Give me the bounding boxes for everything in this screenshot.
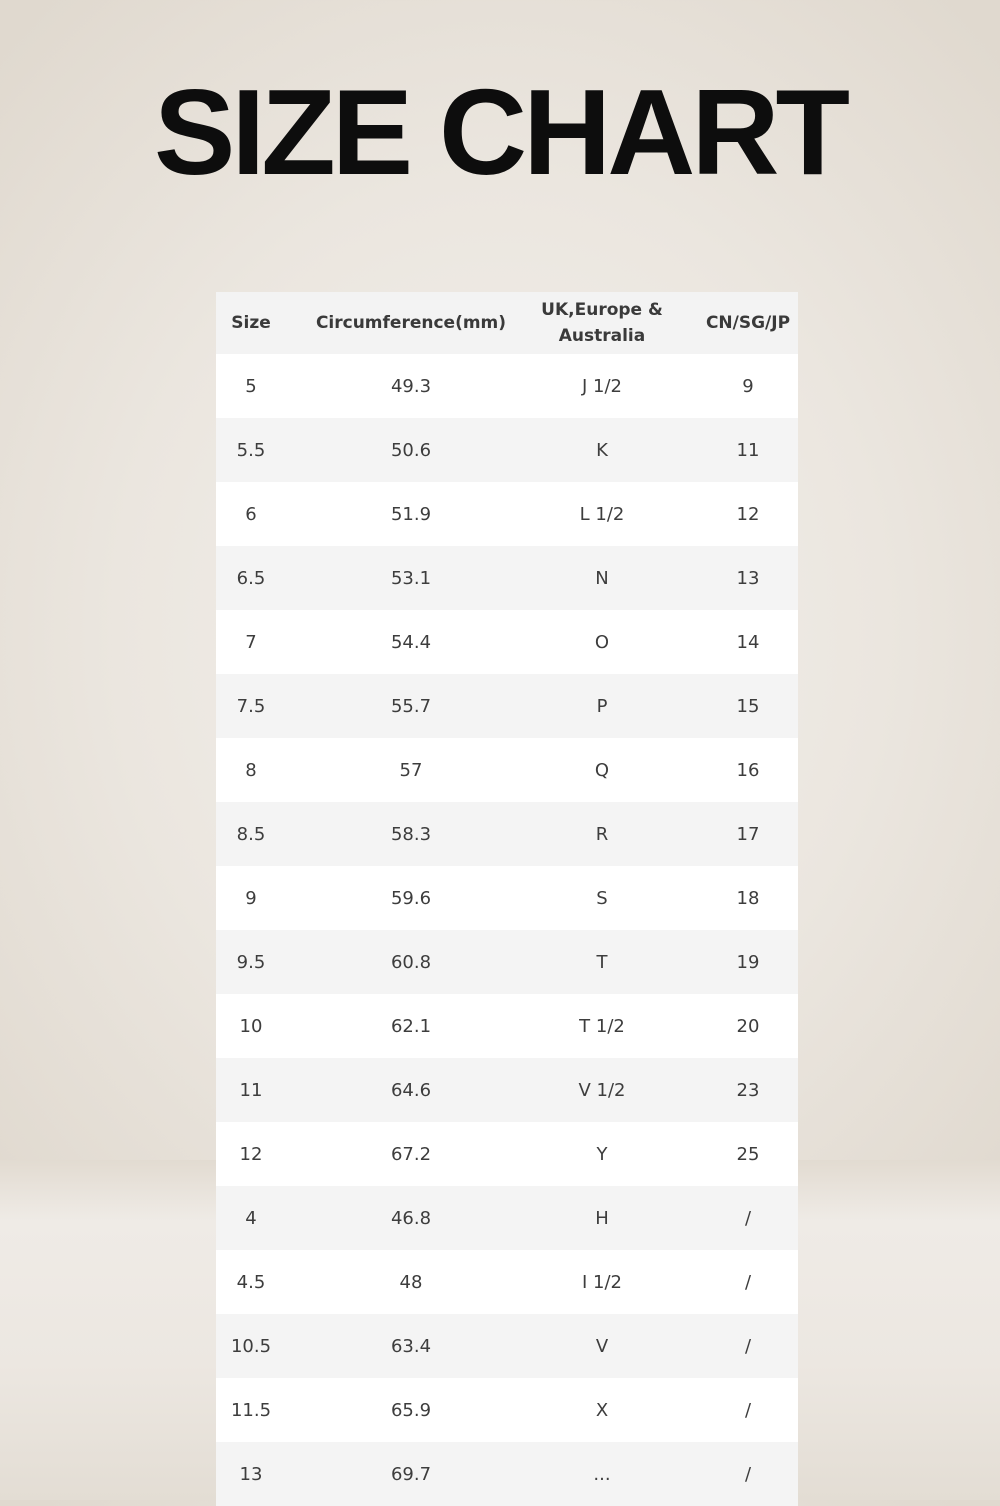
cell-size: 11 <box>216 1058 286 1122</box>
cell-cn-size: 18 <box>668 866 798 930</box>
cell-uk-size: X <box>536 1378 668 1442</box>
table-row: 11.5 65.9 X / <box>216 1378 798 1442</box>
cell-cn-size: / <box>668 1314 798 1378</box>
cell-size: 6 <box>216 482 286 546</box>
cell-uk-size: R <box>536 802 668 866</box>
cell-size: 8.5 <box>216 802 286 866</box>
cell-uk-size: O <box>536 610 668 674</box>
cell-uk-size: V 1/2 <box>536 1058 668 1122</box>
cell-size: 9.5 <box>216 930 286 994</box>
cell-circumference: 62.1 <box>286 994 536 1058</box>
cell-size: 7.5 <box>216 674 286 738</box>
cell-size: 5.5 <box>216 418 286 482</box>
table-row: 7.5 55.7 P 15 <box>216 674 798 738</box>
cell-circumference: 51.9 <box>286 482 536 546</box>
cell-size: 10 <box>216 994 286 1058</box>
table-row: 11 64.6 V 1/2 23 <box>216 1058 798 1122</box>
table-row: 5 49.3 J 1/2 9 <box>216 354 798 418</box>
cell-cn-size: 16 <box>668 738 798 802</box>
cell-circumference: 69.7 <box>286 1442 536 1506</box>
cell-uk-size: Y <box>536 1122 668 1186</box>
table-row: 6.5 53.1 N 13 <box>216 546 798 610</box>
cell-cn-size: 14 <box>668 610 798 674</box>
cell-circumference: 49.3 <box>286 354 536 418</box>
table-row: 10 62.1 T 1/2 20 <box>216 994 798 1058</box>
cell-circumference: 57 <box>286 738 536 802</box>
cell-size: 8 <box>216 738 286 802</box>
cell-cn-size: 12 <box>668 482 798 546</box>
cell-size: 11.5 <box>216 1378 286 1442</box>
cell-uk-size: K <box>536 418 668 482</box>
cell-uk-size: H <box>536 1186 668 1250</box>
cell-circumference: 50.6 <box>286 418 536 482</box>
cell-size: 4 <box>216 1186 286 1250</box>
cell-size: 12 <box>216 1122 286 1186</box>
cell-uk-size: J 1/2 <box>536 354 668 418</box>
cell-circumference: 60.8 <box>286 930 536 994</box>
cell-circumference: 63.4 <box>286 1314 536 1378</box>
cell-circumference: 55.7 <box>286 674 536 738</box>
cell-circumference: 58.3 <box>286 802 536 866</box>
table-header-row: Size Circumference(mm) UK,Europe & Austr… <box>216 292 798 354</box>
cell-cn-size: 13 <box>668 546 798 610</box>
cell-uk-size: S <box>536 866 668 930</box>
table-row: 10.5 63.4 V / <box>216 1314 798 1378</box>
table-row: 5.5 50.6 K 11 <box>216 418 798 482</box>
cell-cn-size: 15 <box>668 674 798 738</box>
cell-cn-size: 20 <box>668 994 798 1058</box>
cell-cn-size: 17 <box>668 802 798 866</box>
cell-uk-size: N <box>536 546 668 610</box>
header-cn-sg-jp: CN/SG/JP <box>668 292 798 354</box>
table-row: 8 57 Q 16 <box>216 738 798 802</box>
cell-circumference: 53.1 <box>286 546 536 610</box>
cell-circumference: 54.4 <box>286 610 536 674</box>
table-row: 6 51.9 L 1/2 12 <box>216 482 798 546</box>
cell-uk-size: T 1/2 <box>536 994 668 1058</box>
cell-size: 13 <box>216 1442 286 1506</box>
cell-size: 10.5 <box>216 1314 286 1378</box>
cell-cn-size: / <box>668 1378 798 1442</box>
table-row: 8.5 58.3 R 17 <box>216 802 798 866</box>
header-uk-europe-australia: UK,Europe & Australia <box>536 292 668 354</box>
size-chart-table: Size Circumference(mm) UK,Europe & Austr… <box>216 292 798 1506</box>
header-uk-europe-australia-text: UK,Europe & Australia <box>541 300 663 346</box>
cell-cn-size: / <box>668 1250 798 1314</box>
page-title: SIZE CHART <box>154 64 850 200</box>
cell-uk-size: L 1/2 <box>536 482 668 546</box>
table-row: 12 67.2 Y 25 <box>216 1122 798 1186</box>
cell-cn-size: 11 <box>668 418 798 482</box>
cell-size: 6.5 <box>216 546 286 610</box>
table-row: 9.5 60.8 T 19 <box>216 930 798 994</box>
cell-uk-size: Q <box>536 738 668 802</box>
cell-size: 4.5 <box>216 1250 286 1314</box>
table-row: 9 59.6 S 18 <box>216 866 798 930</box>
cell-uk-size: I 1/2 <box>536 1250 668 1314</box>
cell-circumference: 64.6 <box>286 1058 536 1122</box>
cell-uk-size: V <box>536 1314 668 1378</box>
cell-circumference: 67.2 <box>286 1122 536 1186</box>
cell-size: 7 <box>216 610 286 674</box>
cell-cn-size: / <box>668 1186 798 1250</box>
cell-cn-size: 23 <box>668 1058 798 1122</box>
cell-size: 5 <box>216 354 286 418</box>
cell-circumference: 65.9 <box>286 1378 536 1442</box>
header-size: Size <box>216 292 286 354</box>
header-circumference: Circumference(mm) <box>286 292 536 354</box>
table-row: 13 69.7... / <box>216 1442 798 1506</box>
cell-uk-size: ... <box>536 1442 668 1506</box>
cell-cn-size: / <box>668 1442 798 1506</box>
cell-circumference: 46.8 <box>286 1186 536 1250</box>
table-row: 7 54.4 O 14 <box>216 610 798 674</box>
cell-size: 9 <box>216 866 286 930</box>
cell-cn-size: 9 <box>668 354 798 418</box>
cell-cn-size: 19 <box>668 930 798 994</box>
cell-uk-size: T <box>536 930 668 994</box>
cell-circumference: 59.6 <box>286 866 536 930</box>
table-row: 4 46.8 H / <box>216 1186 798 1250</box>
cell-cn-size: 25 <box>668 1122 798 1186</box>
cell-uk-size: P <box>536 674 668 738</box>
table-row: 4.5 48 I 1/2/ <box>216 1250 798 1314</box>
cell-circumference: 48 <box>286 1250 536 1314</box>
